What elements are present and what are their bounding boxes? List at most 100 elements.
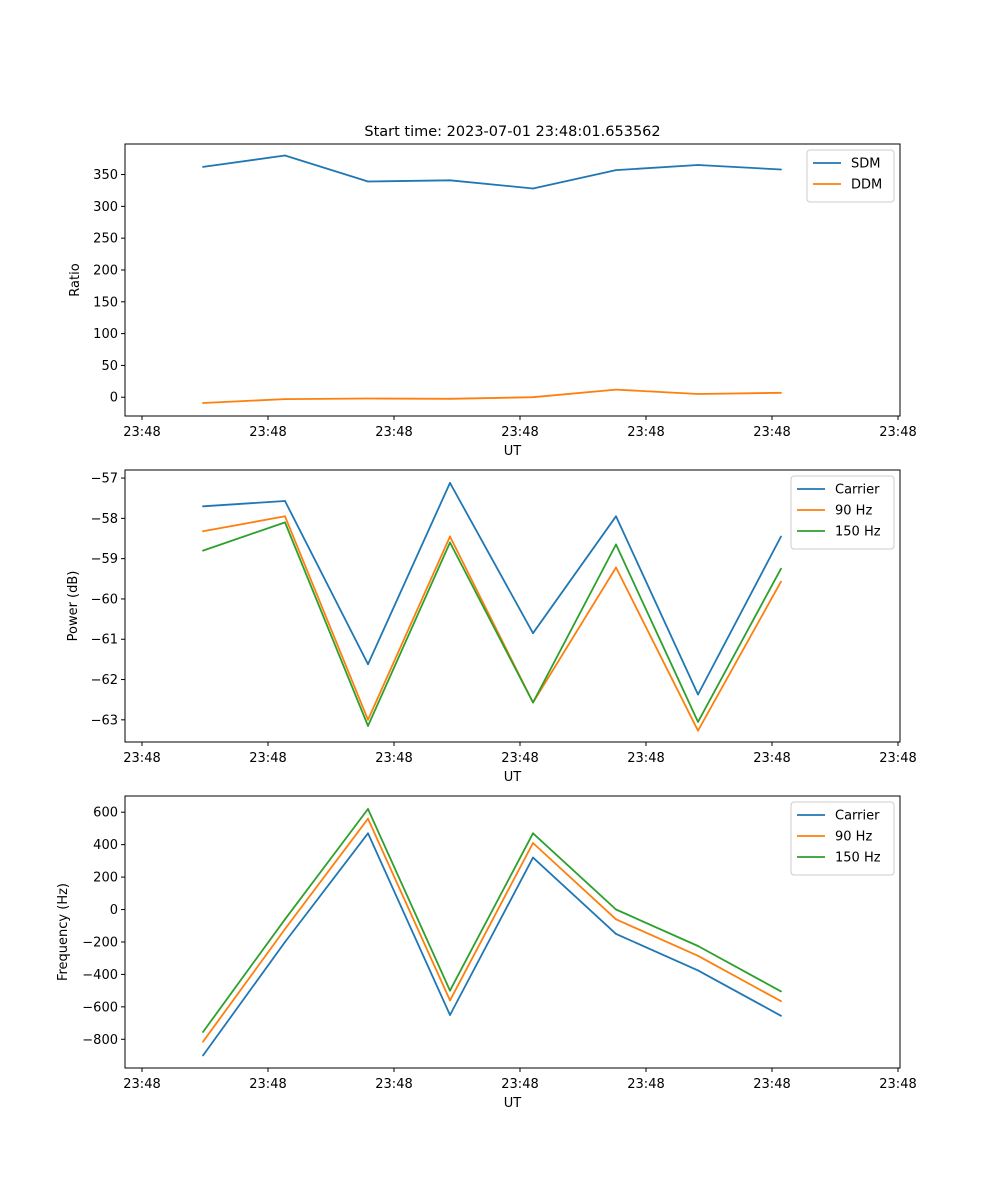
figure-title: Start time: 2023-07-01 23:48:01.653562 [364, 124, 660, 140]
x-tick-label: 23:48 [123, 425, 160, 440]
chart-panel-1: 23:48 23:48 23:48 23:48 23:48 23:48 23:48 0 50 10… [68, 143, 917, 459]
data-point [449, 482, 451, 484]
x-tick-label: 23:48 [501, 1077, 538, 1092]
legend-label: 150 Hz [835, 525, 881, 540]
data-point [449, 999, 451, 1002]
x-tick-label: 23:48 [879, 1077, 916, 1092]
y-tick-label: −63 [91, 713, 118, 728]
data-point [697, 164, 699, 166]
legend-label: Carrier [835, 809, 880, 824]
data-point [697, 729, 699, 732]
y-tick-label: −600 [82, 1000, 118, 1015]
x-tick-label: 23:48 [753, 1077, 790, 1092]
y-tick-label: 400 [93, 838, 118, 853]
data-point [449, 541, 451, 544]
x-tick-label: 23:48 [375, 1077, 412, 1092]
data-point [697, 721, 699, 723]
y-tick-label: 200 [93, 871, 118, 886]
data-point [367, 725, 369, 727]
x-tick-label: 23:48 [375, 425, 412, 440]
axes-frame [124, 143, 901, 417]
data-point [615, 543, 617, 546]
chart-panel-3: 23:48 23:48 23:48 23:48 23:48 23:48 23:48 −800 −… [56, 795, 917, 1111]
x-tick-label: 23:48 [249, 751, 286, 766]
data-point [615, 566, 617, 569]
y-tick-label: 250 [93, 232, 118, 247]
legend-label: 90 Hz [835, 830, 872, 845]
data-point [202, 549, 204, 552]
data-point [615, 918, 617, 921]
y-tick-label: −60 [91, 592, 118, 607]
y-tick-label: −800 [82, 1033, 118, 1048]
x-tick-label: 23:48 [249, 425, 286, 440]
chart-panel-2: 23:48 23:48 23:48 23:48 23:48 23:48 23:48 −57 −5… [66, 469, 917, 785]
data-point [284, 941, 286, 943]
series-line-ddm [202, 388, 782, 404]
data-point [697, 945, 699, 947]
data-point [780, 535, 782, 538]
y-tick-label: 200 [93, 263, 118, 278]
x-tick-label: 23:48 [249, 1077, 286, 1092]
y-axis-label: Power (dB) [66, 571, 81, 642]
data-point [284, 500, 286, 502]
series-line-90-hz [202, 817, 782, 1043]
data-point [697, 393, 699, 395]
data-point [697, 693, 699, 696]
data-point [780, 567, 782, 570]
data-point [449, 397, 451, 400]
y-tick-label: 350 [93, 168, 118, 183]
data-point [202, 530, 204, 533]
y-axis-label: Frequency (Hz) [56, 883, 71, 981]
series-line-150-hz [202, 808, 782, 1033]
data-point [615, 908, 617, 911]
legend-label: Carrier [835, 483, 880, 498]
data-point [284, 154, 286, 157]
data-point [615, 515, 617, 518]
data-point [532, 832, 534, 835]
data-point [780, 990, 782, 993]
y-tick-label: 50 [101, 359, 118, 374]
data-point [615, 169, 617, 172]
y-tick-label: −57 [91, 472, 118, 487]
data-point [367, 817, 369, 820]
data-point [449, 179, 451, 182]
x-tick-label: 23:48 [123, 751, 160, 766]
series-line-carrier [202, 481, 782, 696]
axes-frame [124, 469, 901, 743]
y-tick-label: 100 [93, 327, 118, 342]
y-tick-label: 0 [110, 903, 118, 918]
data-point [697, 969, 699, 972]
series-line-90-hz [202, 515, 782, 732]
data-point [367, 718, 369, 721]
x-tick-label: 23:48 [753, 425, 790, 440]
data-point [367, 180, 369, 183]
data-point [202, 166, 204, 168]
series-line-sdm [202, 154, 782, 190]
legend-label: DDM [851, 178, 882, 193]
axes-frame [124, 795, 901, 1069]
data-point [284, 515, 286, 518]
data-point [780, 1000, 782, 1003]
data-point [780, 580, 782, 583]
data-point [532, 701, 534, 704]
y-tick-label: 300 [93, 200, 118, 215]
x-tick-label: 23:48 [627, 751, 664, 766]
data-point [532, 187, 534, 190]
y-tick-label: −58 [91, 512, 118, 527]
x-axis-label: UT [504, 444, 522, 459]
y-tick-label: 600 [93, 806, 118, 821]
x-tick-label: 23:48 [627, 1077, 664, 1092]
data-point [202, 505, 204, 508]
y-tick-label: −59 [91, 552, 118, 567]
data-point [615, 933, 617, 935]
x-axis-label: UT [504, 770, 522, 785]
y-tick-label: −62 [91, 673, 118, 688]
data-point [780, 168, 782, 171]
data-point [697, 954, 699, 957]
data-point [284, 398, 286, 400]
data-point [367, 663, 369, 666]
charts-group: 23:48 23:48 23:48 23:48 23:48 23:48 23:48 0 50 10… [56, 143, 917, 1111]
x-tick-label: 23:48 [123, 1077, 160, 1092]
data-point [780, 1014, 782, 1017]
